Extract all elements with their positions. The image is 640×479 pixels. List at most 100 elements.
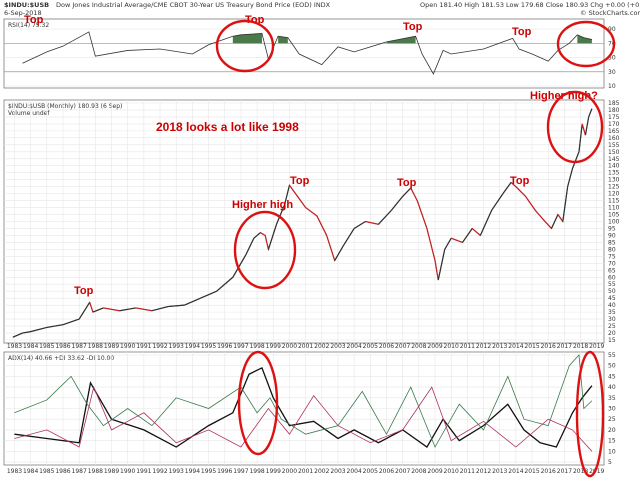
adx-title: ADX(14) 40.66 +DI 33.62 -DI 10.00 bbox=[8, 355, 114, 362]
price-segment-30 bbox=[334, 246, 344, 261]
price-xtick-13: 1996 bbox=[217, 343, 232, 350]
price-xtick-21: 2004 bbox=[347, 343, 362, 350]
price-ytick-12: 125 bbox=[608, 184, 620, 191]
rsi-line bbox=[22, 31, 593, 75]
price-ytick-10: 135 bbox=[608, 170, 620, 177]
price-segment-61 bbox=[584, 116, 590, 136]
adx-ytick-9: 10 bbox=[608, 448, 616, 455]
price-segment-59 bbox=[578, 123, 583, 152]
adx-xtick-26: 2009 bbox=[427, 468, 442, 475]
rsi-frame bbox=[3, 18, 605, 89]
price-segment-46 bbox=[479, 210, 493, 236]
adx-ytick-8: 15 bbox=[608, 438, 616, 445]
ohlc-readout: Open 181.40 High 181.53 Low 179.68 Close… bbox=[420, 1, 640, 9]
price-xtick-4: 1987 bbox=[72, 343, 87, 350]
plus-di-line bbox=[14, 354, 593, 448]
price-xtick-9: 1992 bbox=[152, 343, 167, 350]
price-segment-18 bbox=[245, 237, 255, 256]
rsi-top-label-3: Top bbox=[403, 21, 423, 33]
price-segment-38 bbox=[416, 200, 428, 229]
adx-xtick-16: 1999 bbox=[266, 468, 281, 475]
adx-ytick-7: 20 bbox=[608, 427, 616, 434]
price-segment-44 bbox=[462, 228, 473, 243]
adx-panel: ADX(14) 40.66 +DI 33.62 -DI 10.00 55 50 45… bbox=[3, 351, 616, 475]
rsi-ytick-0: 90 bbox=[608, 26, 616, 33]
adx-ytick-10: 5 bbox=[608, 459, 612, 466]
price-segment-16 bbox=[216, 276, 234, 292]
adx-2018-circle bbox=[575, 350, 605, 478]
price-ytick-8: 145 bbox=[608, 156, 620, 163]
adx-ytick-0: 55 bbox=[608, 352, 616, 359]
headline-annotation: 2018 looks a lot like 1998 bbox=[156, 120, 299, 134]
top-1987-annotation: Top bbox=[74, 285, 94, 297]
price-ytick-16: 105 bbox=[608, 212, 620, 219]
adx-xtick-17: 2000 bbox=[282, 468, 297, 475]
price-xtick-19: 2002 bbox=[314, 343, 329, 350]
adx-xtick-21: 2004 bbox=[347, 468, 362, 475]
price-1998-circle bbox=[233, 210, 297, 290]
rsi-overbought-fill-23 bbox=[577, 34, 592, 44]
price-ytick-32: 25 bbox=[608, 323, 616, 330]
price-xtick-2: 1985 bbox=[39, 343, 54, 350]
price-ytick-2: 175 bbox=[608, 114, 620, 121]
price-ytick-3: 170 bbox=[608, 121, 620, 128]
price-xtick-26: 2009 bbox=[427, 343, 442, 350]
price-ytick-33: 20 bbox=[608, 330, 616, 337]
adx-line bbox=[14, 366, 593, 448]
price-xtick-18: 2001 bbox=[298, 343, 313, 350]
price-segment-19 bbox=[253, 232, 261, 239]
price-xtick-25: 2008 bbox=[411, 343, 426, 350]
adx-xtick-9: 1992 bbox=[152, 468, 167, 475]
price-segment-3 bbox=[30, 326, 47, 333]
price-ytick-28: 45 bbox=[608, 295, 616, 302]
volume-legend: Volume undef bbox=[8, 110, 50, 117]
price-xtick-32: 2015 bbox=[524, 343, 539, 350]
price-segment-12 bbox=[151, 305, 169, 312]
adx-xtick-33: 2016 bbox=[541, 468, 556, 475]
price-ytick-31: 30 bbox=[608, 316, 616, 323]
price-xtick-6: 1989 bbox=[104, 343, 119, 350]
adx-xtick-15: 1998 bbox=[249, 468, 264, 475]
adx-xtick-5: 1988 bbox=[88, 468, 103, 475]
price-segment-62 bbox=[588, 108, 593, 118]
price-segment-21 bbox=[264, 235, 269, 250]
price-segment-58 bbox=[571, 151, 580, 169]
rsi-ytick-2: 50 bbox=[608, 55, 616, 62]
price-segment-39 bbox=[426, 228, 436, 261]
price-panel: $INDU:$USB (Monthly) 180.93 (6 Sep) Volu… bbox=[3, 99, 620, 350]
price-ytick-30: 35 bbox=[608, 309, 616, 316]
adx-xtick-13: 1996 bbox=[217, 468, 232, 475]
price-segment-7 bbox=[89, 302, 94, 313]
price-segment-25 bbox=[288, 184, 299, 197]
adx-xtick-2: 1985 bbox=[39, 468, 54, 475]
price-segment-33 bbox=[365, 220, 379, 225]
watermark: © StockCharts.com bbox=[580, 9, 640, 17]
date-label: 6-Sep-2018 bbox=[4, 9, 42, 17]
price-segment-41 bbox=[437, 249, 446, 281]
rsi-ytick-3: 30 bbox=[608, 69, 616, 76]
price-ytick-15: 110 bbox=[608, 205, 620, 212]
price-xtick-16: 1999 bbox=[266, 343, 281, 350]
adx-xtick-12: 1995 bbox=[201, 468, 216, 475]
rsi-ytick-1: 70 bbox=[608, 40, 616, 47]
adx-xtick-7: 1990 bbox=[120, 468, 135, 475]
price-segment-2 bbox=[22, 331, 31, 334]
price-segment-34 bbox=[377, 209, 392, 225]
price-ytick-17: 100 bbox=[608, 219, 620, 226]
price-xtick-23: 2006 bbox=[379, 343, 394, 350]
price-ytick-24: 65 bbox=[608, 267, 616, 274]
price-xtick-34: 2017 bbox=[557, 343, 572, 350]
adx-ytick-3: 40 bbox=[608, 384, 616, 391]
adx-xtick-20: 2003 bbox=[330, 468, 345, 475]
price-ytick-25: 60 bbox=[608, 274, 616, 281]
price-xtick-1: 1984 bbox=[23, 343, 38, 350]
price-xtick-5: 1988 bbox=[88, 343, 103, 350]
symbol-label: $INDU:$USB bbox=[4, 1, 49, 9]
adx-xtick-18: 2001 bbox=[298, 468, 313, 475]
price-xtick-33: 2016 bbox=[541, 343, 556, 350]
price-2018-circle bbox=[546, 90, 604, 164]
adx-xtick-4: 1987 bbox=[72, 468, 87, 475]
price-ytick-4: 165 bbox=[608, 128, 620, 135]
price-segment-54 bbox=[550, 214, 559, 229]
price-segment-40 bbox=[434, 260, 439, 281]
